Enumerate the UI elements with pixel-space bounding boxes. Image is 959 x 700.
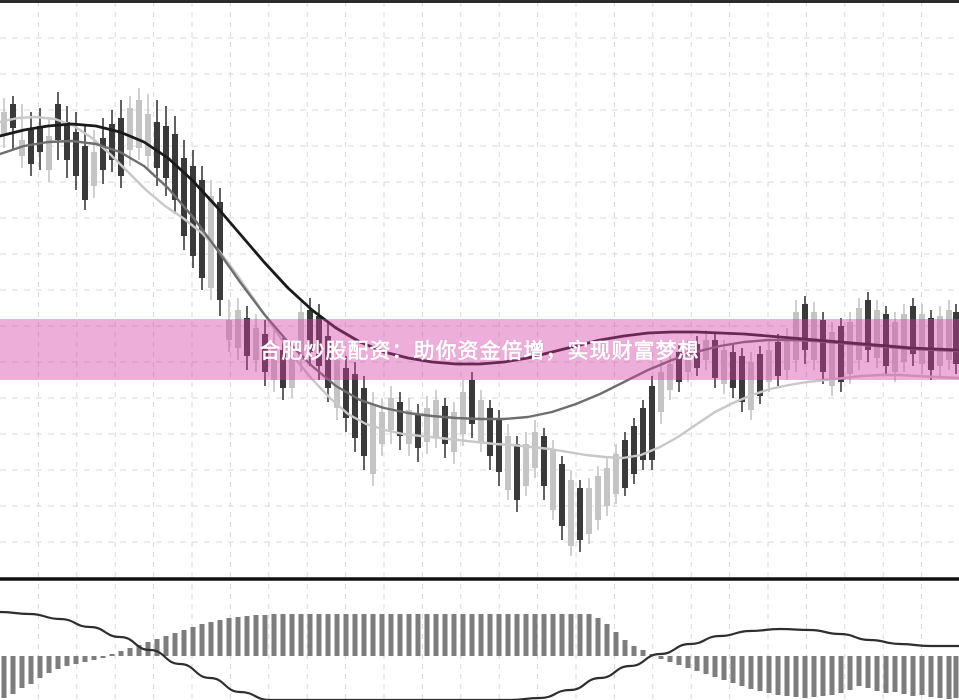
moving-average-lines xyxy=(0,115,959,460)
promo-banner[interactable]: 合肥炒股配资：助你资金倍增，实现财富梦想 xyxy=(0,319,959,380)
macd-signal-line xyxy=(0,610,959,700)
promo-banner-text: 合肥炒股配资：助你资金倍增，实现财富梦想 xyxy=(259,338,700,363)
macd-histogram xyxy=(1,614,959,699)
chart-frame-lines xyxy=(0,0,959,581)
